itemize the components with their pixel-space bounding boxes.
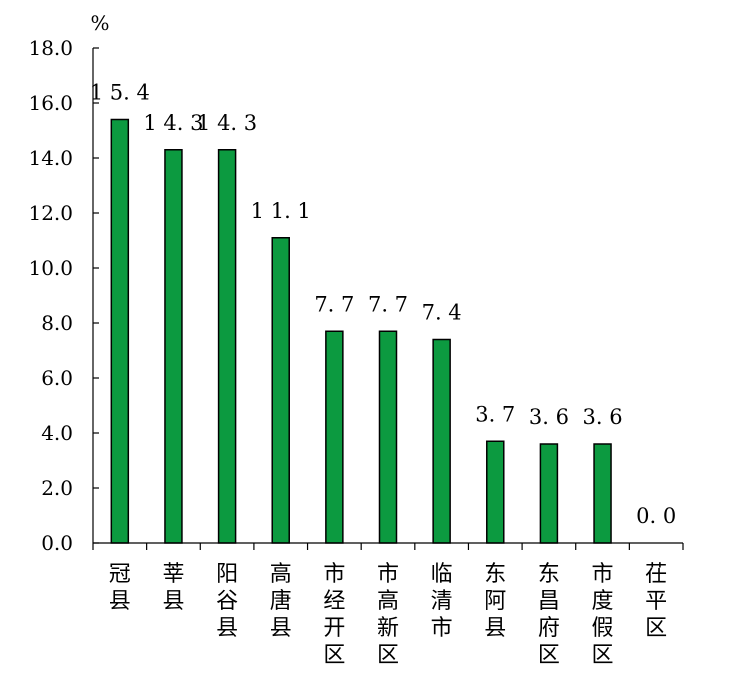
data-label: 7. 7 [314, 292, 354, 316]
x-tick-label: 茌平区 [645, 562, 667, 641]
bar [486, 440, 505, 544]
bar [110, 118, 130, 544]
bar [325, 330, 344, 544]
bar [432, 338, 451, 544]
data-label: 1 4. 3 [197, 111, 257, 135]
x-tick-label: 莘县 [162, 562, 184, 614]
x-tick-label: 市度假区 [592, 562, 614, 668]
y-tick-label: 18.0 [28, 36, 73, 60]
data-label: 3. 7 [475, 402, 515, 426]
data-label: 1 5. 4 [90, 81, 150, 105]
bar [539, 443, 559, 544]
y-tick-label: 12.0 [28, 201, 73, 225]
x-tick-label: 市高新区 [377, 562, 399, 668]
y-axis: 0.0 2.0 4.0 6.0 8.0 10.0 12.0 14.0 16.0 18.0 [28, 36, 99, 555]
bar [164, 149, 183, 544]
data-label: 3. 6 [529, 405, 569, 429]
y-tick-label: 4.0 [41, 421, 73, 445]
data-label: 1 4. 3 [143, 111, 203, 135]
bar [593, 443, 612, 544]
data-label: 1 1. 1 [251, 199, 311, 223]
y-tick-label: 16.0 [28, 91, 73, 115]
x-tick-label: 阳谷县 [216, 562, 238, 641]
y-tick-label: 14.0 [28, 146, 73, 170]
data-label: 0. 0 [636, 504, 676, 528]
y-tick-label: 6.0 [41, 366, 73, 390]
x-tick-label: 东阿县 [484, 562, 506, 641]
y-unit-label: % [90, 11, 109, 35]
data-label: 7. 4 [422, 301, 462, 325]
bar [217, 149, 237, 544]
data-label: 3. 6 [583, 405, 623, 429]
x-tick-label: 东昌府区 [538, 562, 560, 668]
bar [378, 330, 398, 544]
y-tick-label: 8.0 [41, 311, 73, 335]
bars [110, 118, 612, 544]
x-tick-label: 冠县 [109, 562, 131, 614]
y-tick-label: 10.0 [28, 256, 73, 280]
x-tick-label: 市经开区 [323, 562, 345, 668]
y-tick-label: 0.0 [41, 531, 73, 555]
x-tick-label: 临清市 [431, 562, 453, 641]
data-labels: 1 5. 4 1 4. 31 4. 3 1 1. 1 7. 7 7. 7 7. 4 3. 7… [90, 81, 676, 529]
bar [271, 237, 290, 544]
y-tick-label: 2.0 [41, 476, 73, 500]
data-label: 7. 7 [368, 292, 408, 316]
x-tick-label: 高唐县 [270, 562, 292, 641]
